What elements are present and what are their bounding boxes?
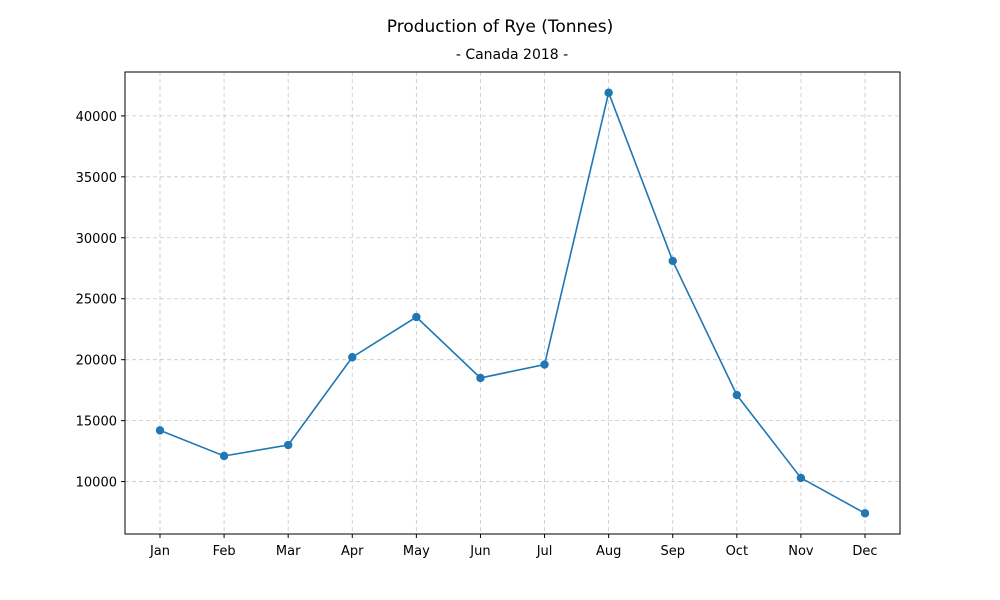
y-tick-label: 10000 xyxy=(76,476,117,491)
x-tick-label: Feb xyxy=(213,544,236,559)
grid xyxy=(125,72,900,534)
y-tick-label: 30000 xyxy=(76,232,117,247)
y-tick-label: 40000 xyxy=(76,110,117,125)
series-line xyxy=(159,89,866,514)
x-tick-label: Oct xyxy=(726,544,748,559)
data-point-jun xyxy=(476,373,485,383)
data-point-mar xyxy=(283,440,293,450)
y-tick-label: 35000 xyxy=(76,171,117,186)
y-axis: 10000 15000 20000 25000 30000 35000 40000 xyxy=(76,110,125,491)
x-tick-label: Nov xyxy=(788,544,814,559)
x-tick-label: Jun xyxy=(469,544,490,559)
data-point-feb xyxy=(219,451,229,461)
x-tick-label: Dec xyxy=(852,544,877,559)
x-axis: Jan Feb Mar Apr May Jun Jul Aug Sep Oct Nov Dec xyxy=(149,534,878,559)
data-point-aug xyxy=(604,88,613,97)
x-tick-label: Jan xyxy=(149,544,170,559)
data-point-sep xyxy=(668,256,677,266)
data-point-oct xyxy=(732,390,742,400)
y-tick-label: 15000 xyxy=(76,415,117,430)
x-tick-label: Aug xyxy=(596,544,621,559)
data-point-dec xyxy=(860,509,870,518)
y-tick-label: 20000 xyxy=(76,354,117,369)
data-point-may xyxy=(412,312,421,322)
series-layer xyxy=(155,88,870,518)
data-point-apr xyxy=(348,353,357,362)
chart-title: Production of Rye (Tonnes) xyxy=(387,17,613,37)
data-point-jan xyxy=(155,426,165,435)
data-point-nov xyxy=(796,473,806,483)
x-tick-label: Sep xyxy=(660,544,685,559)
data-point-jul xyxy=(540,360,549,369)
x-tick-label: May xyxy=(403,544,430,559)
x-tick-label: Mar xyxy=(276,544,301,559)
plot-area-frame xyxy=(124,71,901,535)
chart-subtitle: - Canada 2018 - xyxy=(456,47,568,63)
x-tick-label: Jul xyxy=(536,544,553,559)
x-tick-label: Apr xyxy=(341,544,364,559)
y-tick-label: 25000 xyxy=(76,293,117,308)
